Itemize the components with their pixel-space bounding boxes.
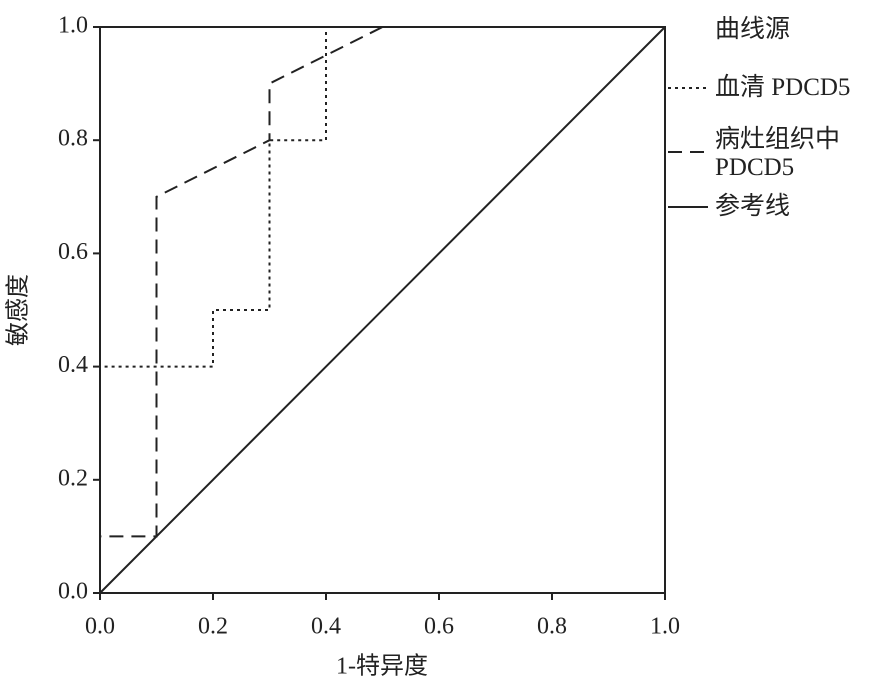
x-tick-label: 0.6 — [424, 614, 454, 640]
x-tick-label: 0.0 — [85, 614, 115, 640]
roc-line — [99, 26, 665, 593]
legend-title: 曲线源 — [715, 16, 791, 43]
x-axis-label: 1-特异度 — [336, 653, 428, 680]
legend-label: 参考线 — [715, 193, 791, 220]
x-tick-label: 0.2 — [198, 614, 228, 640]
legend-label: 病灶组织中 PDCD5 — [715, 126, 841, 181]
x-tick-label: 0.4 — [311, 614, 341, 640]
y-tick-label: 0.6 — [58, 239, 88, 265]
x-tick-label: 1.0 — [650, 614, 680, 640]
y-tick-label: 0.4 — [58, 352, 88, 378]
y-tick-label: 1.0 — [58, 13, 88, 39]
y-axis-label: 敏感度 — [5, 274, 32, 346]
roc-line — [99, 26, 666, 594]
x-tick-label: 0.8 — [537, 614, 567, 640]
y-tick-label: 0.0 — [58, 579, 88, 605]
y-tick-label: 0.8 — [58, 126, 88, 152]
y-tick-label: 0.2 — [58, 465, 88, 491]
legend-label: 血清 PDCD5 — [715, 74, 851, 101]
